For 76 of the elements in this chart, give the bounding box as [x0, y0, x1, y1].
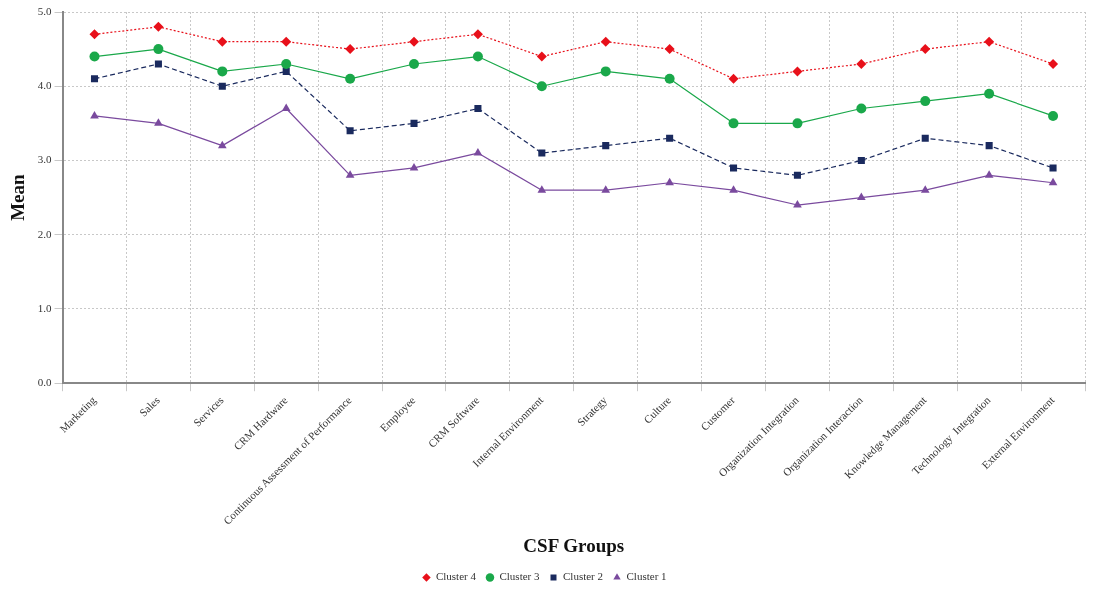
point [665, 177, 674, 186]
point [664, 44, 675, 55]
point [730, 164, 738, 172]
point [601, 185, 611, 193]
point [728, 73, 739, 84]
point [154, 118, 163, 126]
point [90, 110, 99, 119]
y-tick-label: 1.0 [37, 301, 53, 314]
point [666, 134, 674, 142]
point [920, 96, 931, 107]
point [217, 36, 228, 47]
point [793, 171, 801, 179]
point [474, 104, 482, 113]
point [154, 60, 162, 68]
point [793, 200, 802, 208]
point [281, 58, 292, 69]
point [153, 21, 164, 32]
point [217, 66, 228, 77]
y-tick-label: 5.0 [37, 4, 53, 17]
point [89, 51, 100, 62]
point [984, 88, 995, 99]
point [984, 170, 994, 178]
point [410, 119, 418, 127]
point [856, 58, 867, 69]
y-tick-label: 3.0 [37, 153, 53, 166]
point [345, 170, 355, 178]
point [729, 185, 738, 193]
point [345, 73, 356, 84]
point [409, 36, 420, 47]
point [409, 162, 419, 171]
point [409, 58, 420, 69]
point [281, 103, 291, 112]
point [537, 185, 547, 193]
point [792, 66, 803, 77]
point [857, 156, 865, 165]
point [856, 103, 867, 114]
legend-label: Cluster 1 [626, 570, 667, 583]
point [536, 51, 547, 62]
point [282, 67, 290, 75]
point [281, 36, 292, 47]
point [600, 36, 611, 47]
point [728, 118, 739, 129]
point [920, 44, 931, 55]
point [538, 149, 546, 157]
point [1048, 110, 1059, 121]
point [600, 66, 611, 77]
point [602, 142, 610, 150]
x-axis-title: CSF Groups [523, 534, 625, 556]
point [217, 140, 227, 149]
point [985, 142, 993, 150]
point [792, 118, 803, 129]
legend-label: Cluster 2 [563, 570, 604, 583]
point [472, 29, 483, 40]
point [90, 75, 99, 83]
point [920, 185, 930, 193]
legend-label: Cluster 4 [435, 570, 477, 583]
point [1048, 58, 1059, 69]
point [857, 192, 866, 201]
point [1048, 177, 1058, 186]
point [345, 44, 356, 55]
y-tick-label: 2.0 [37, 227, 53, 240]
y-tick-label: 4.0 [37, 79, 53, 92]
point [921, 134, 929, 142]
point [664, 73, 675, 84]
y-axis-title: Mean [7, 173, 29, 221]
point [473, 148, 483, 156]
point [1049, 164, 1057, 172]
point [472, 51, 483, 62]
point [218, 82, 226, 90]
y-tick-label: 0.0 [37, 376, 53, 389]
point [536, 81, 547, 92]
point [346, 127, 354, 135]
point [89, 29, 100, 40]
point [153, 44, 164, 55]
legend-label: Cluster 3 [499, 570, 540, 583]
point [984, 36, 995, 47]
